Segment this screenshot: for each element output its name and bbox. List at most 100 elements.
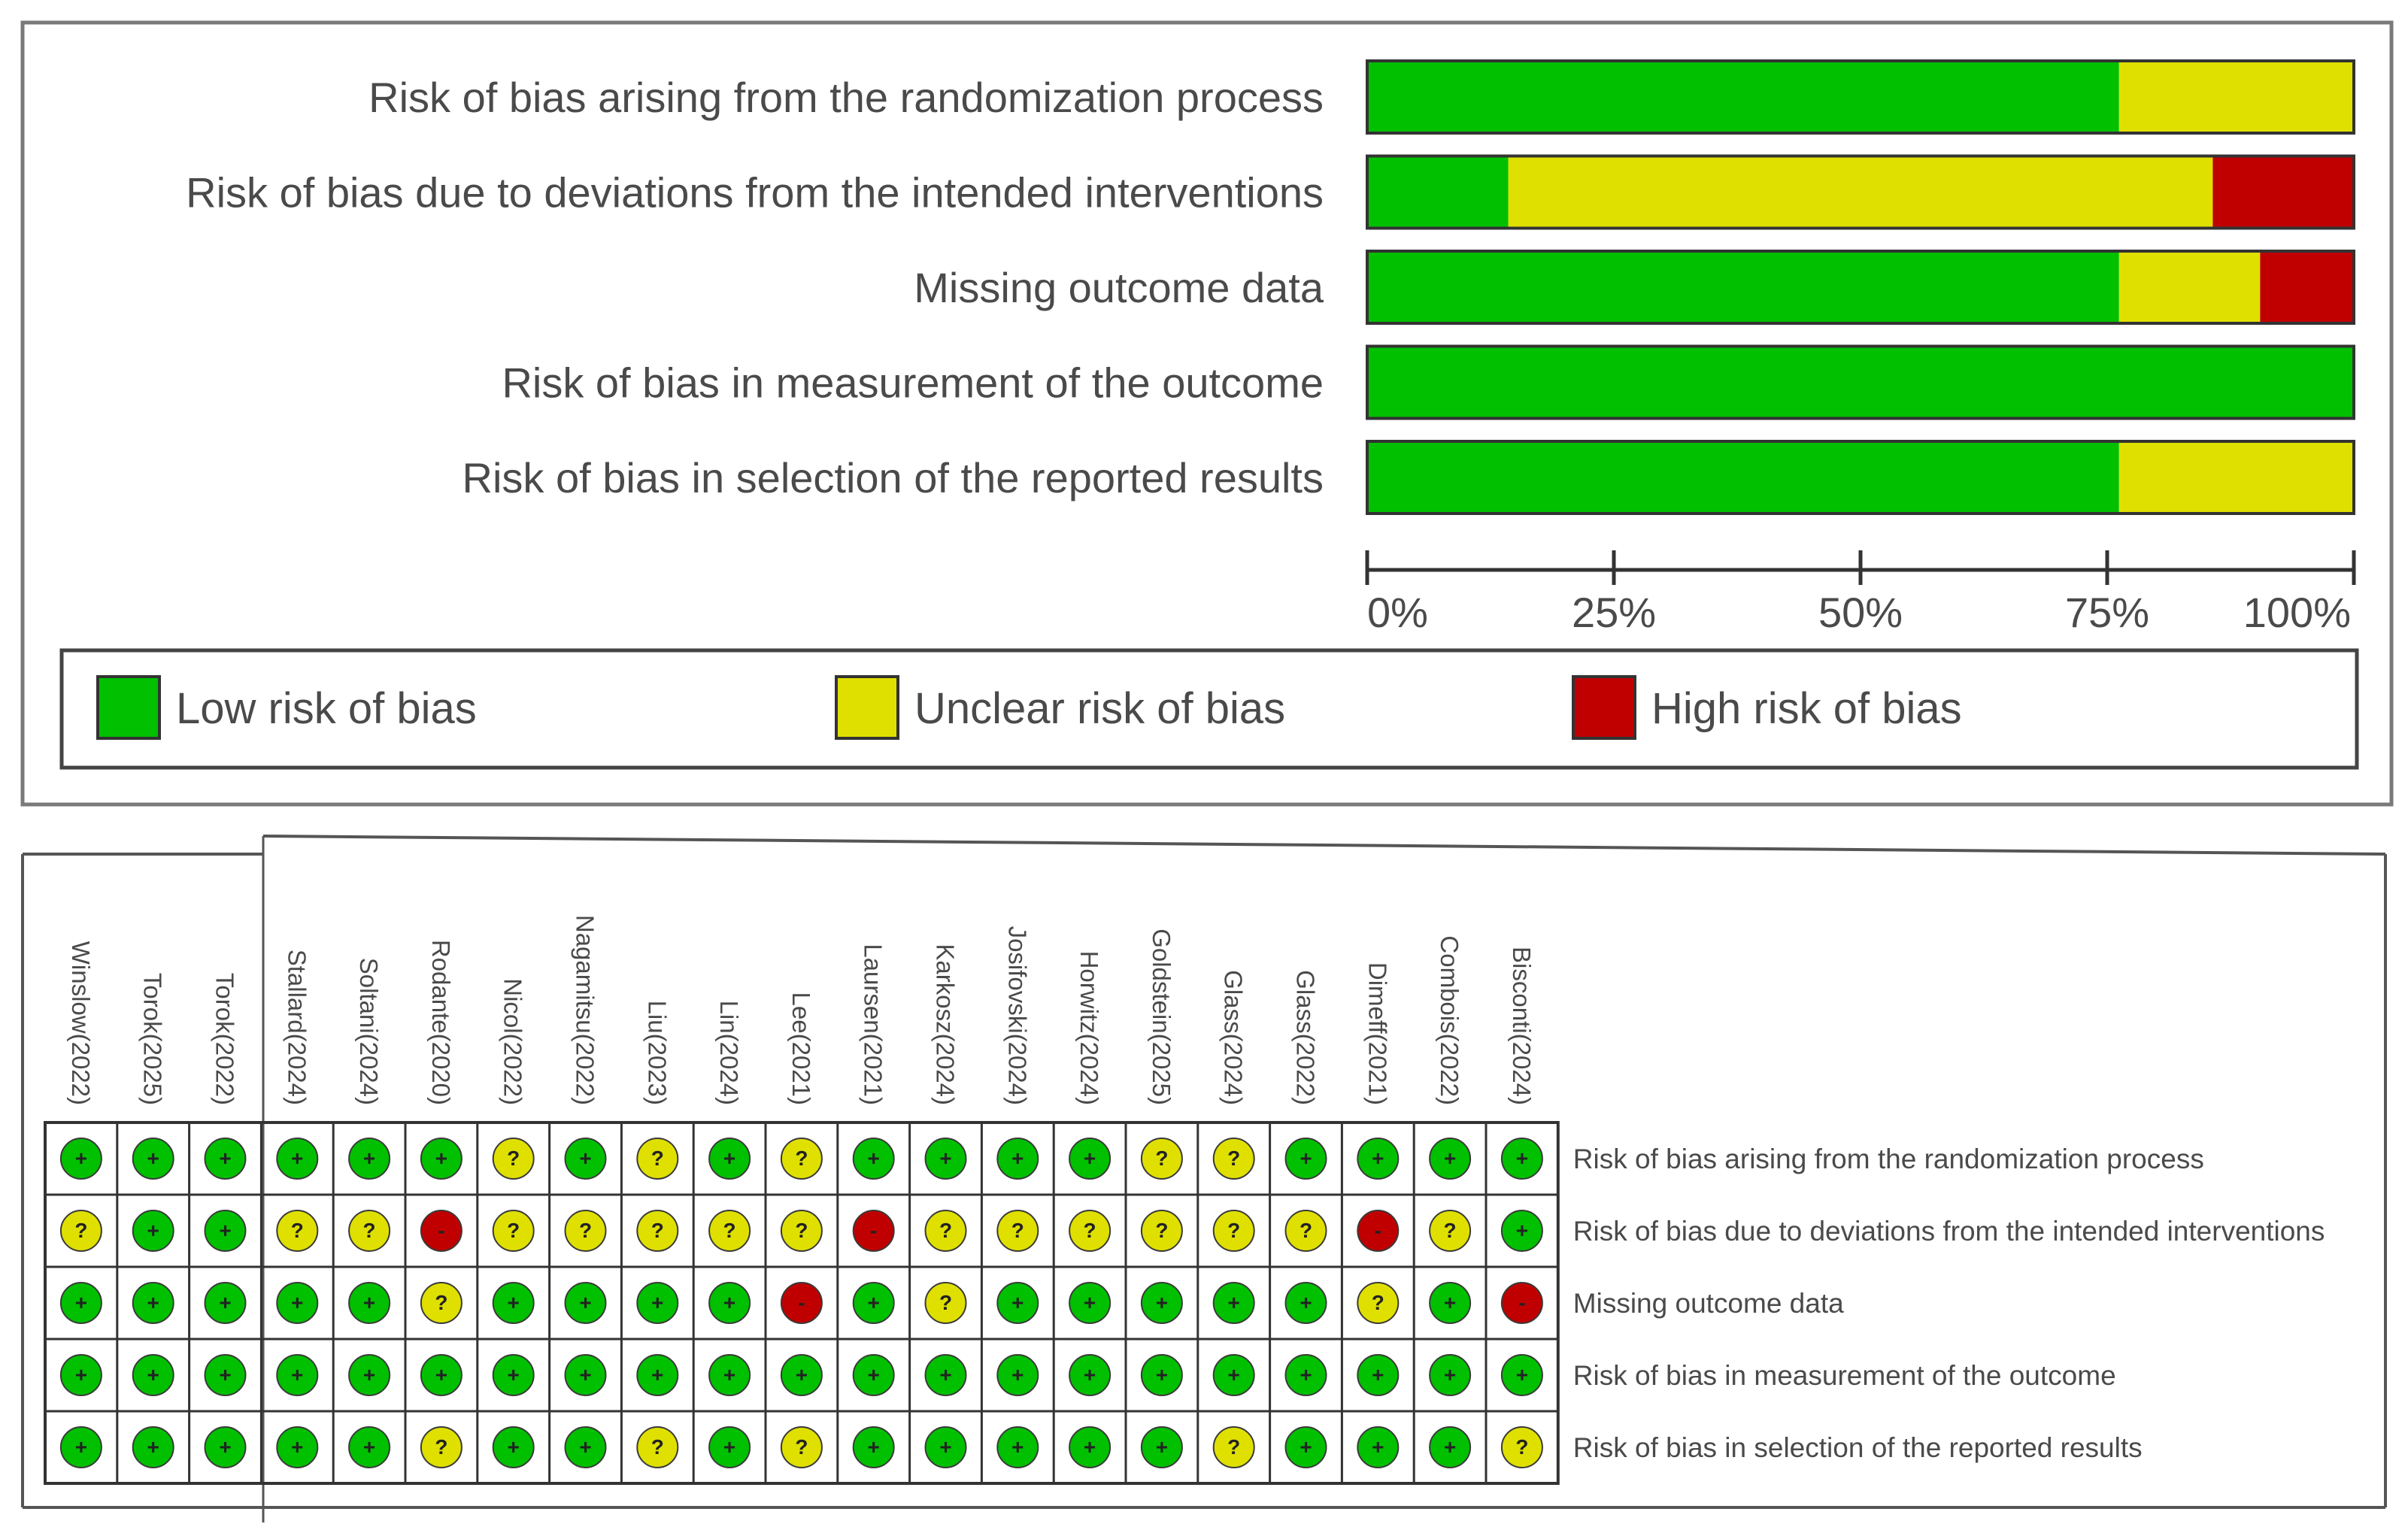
judgement-low-r3-c16 [1140,1282,1183,1324]
judgement-glyph-unclear: ? [1372,1291,1384,1314]
judgement-low-r1-c13 [924,1138,967,1180]
judgement-low-r3-c18 [1284,1282,1327,1324]
judgement-low-r3-c17 [1212,1282,1255,1324]
judgement-glyph-low: + [435,1363,447,1386]
judgement-glyph-low: + [1444,1363,1456,1386]
study-label-torok-2025: Torok(2025) [139,973,167,1105]
judgement-low-r3-c5 [348,1282,391,1324]
legend-label-low-risk-of-bias: Low risk of bias [176,684,477,733]
summary-x-axis: 0% 25% 50% 75% 100% [1365,550,2356,636]
study-label-stallard-2024: Stallard(2024) [283,950,311,1105]
judgement-glyph-low: + [796,1363,808,1386]
judgement-glyph-unclear: ? [1515,1435,1528,1459]
judgement-glyph-low: + [1011,1435,1024,1459]
legend-swatch-unclear-risk-of-bias [835,675,899,740]
judgement-glyph-low: + [1444,1291,1456,1314]
judgement-low-r5-c14 [996,1426,1039,1468]
judgement-low-r5-c7 [492,1426,535,1468]
judgement-unclear-r3-c19 [1357,1282,1400,1324]
judgement-glyph-unclear: ? [651,1147,664,1170]
judgement-low-r3-c9 [636,1282,679,1324]
study-label-soltani-2024: Soltani(2024) [355,958,383,1105]
judgement-glyph-low: + [147,1435,159,1459]
judgement-glyph-low: + [1300,1291,1312,1314]
grid-outline [44,1121,1560,1485]
bar-high-risk-of-bias-3 [2260,251,2354,323]
judgement-glyph-low: + [868,1291,880,1314]
judgement-glyph-unclear: ? [1084,1219,1096,1242]
judgement-low-r4-c11 [780,1354,823,1396]
judgement-glyph-unclear: ? [939,1291,952,1314]
judgement-low-r5-c4 [276,1426,319,1468]
judgement-glyph-unclear: ? [795,1219,808,1242]
x-tick-label-2: 50% [1818,589,1903,636]
judgement-low-r2-c2 [132,1210,174,1252]
study-label-nagamitsu-2022: Nagamitsu(2022) [572,915,599,1105]
judgement-glyph-low: + [291,1291,303,1314]
grid-panel-top-right-border [262,835,2386,856]
judgement-glyph-unclear: ? [507,1147,520,1170]
summary-domain-labels: Risk of bias arising from the randomizat… [186,74,1324,501]
judgement-unclear-r1-c7 [492,1138,535,1180]
judgement-low-r3-c7 [492,1282,535,1324]
judgement-low-r5-c20 [1429,1426,1472,1468]
judgement-glyph-low: + [1300,1147,1312,1170]
judgement-glyph-low: + [1372,1435,1384,1459]
judgement-glyph-low: + [723,1147,735,1170]
bar-low-risk-of-bias-4 [1367,346,2354,419]
judgement-glyph-low: + [868,1363,880,1386]
x-tick-label-0: 0% [1367,589,1428,636]
judgement-unclear-r2-c7 [492,1210,535,1252]
judgement-low-r1-c10 [708,1138,751,1180]
study-label-glass-2022: Glass(2022) [1292,970,1320,1105]
judgement-glyph-low: + [1156,1363,1168,1386]
judgement-low-r1-c12 [852,1138,895,1180]
judgement-glyph-low: + [1300,1435,1312,1459]
bar-low-risk-of-bias-5 [1367,441,2119,514]
study-label-bisconti-2024: Bisconti(2024) [1508,947,1536,1105]
judgement-low-r5-c8 [564,1426,607,1468]
judgement-glyph-low: + [868,1147,880,1170]
judgement-glyph-low: + [219,1291,231,1314]
judgement-low-r3-c15 [1069,1282,1112,1324]
judgement-low-r2-c3 [204,1210,247,1252]
judgement-low-r5-c2 [132,1426,174,1468]
judgement-glyph-unclear: ? [651,1219,664,1242]
domain-label-risk-of-bias-due-to-deviations-from-the-intended-interventions: Risk of bias due to deviations from the … [186,169,1324,217]
judgement-low-r5-c18 [1284,1426,1327,1468]
judgement-glyph-low: + [147,1363,159,1386]
judgement-glyph-low: + [579,1363,591,1386]
grid-cells: + + + + + +? +? +? + + + +?? + + + +? + +?? -????? -?????? -… [44,1121,1560,1485]
bar-low-risk-of-bias-3 [1367,251,2119,323]
summary-chart-panel: Risk of bias arising from the randomizat… [20,20,2394,807]
judgement-low-r4-c19 [1357,1354,1400,1396]
bar-low-risk-of-bias-2 [1367,156,1509,229]
judgement-glyph-low: + [1228,1291,1240,1314]
judgement-low-r4-c12 [852,1354,895,1396]
judgement-low-r3-c3 [204,1282,247,1324]
judgement-low-r4-c18 [1284,1354,1327,1396]
judgement-unclear-r2-c11 [780,1210,823,1252]
judgement-low-r1-c6 [420,1138,462,1180]
judgement-low-r1-c3 [204,1138,247,1180]
x-tick-label-1: 25% [1572,589,1656,636]
judgement-glyph-low: + [579,1291,591,1314]
judgement-low-r3-c1 [59,1282,102,1324]
judgement-glyph-low: + [508,1435,520,1459]
judgement-glyph-unclear: ? [1155,1147,1168,1170]
judgement-unclear-r5-c11 [780,1426,823,1468]
judgement-low-r2-c21 [1500,1210,1543,1252]
judgement-glyph-low: + [1156,1291,1168,1314]
judgement-low-r5-c13 [924,1426,967,1468]
judgement-low-r5-c12 [852,1426,895,1468]
judgement-unclear-r5-c17 [1212,1426,1255,1468]
study-label-lee-2021: Lee(2021) [787,992,815,1105]
judgement-glyph-low: + [868,1435,880,1459]
study-label-glass-2024: Glass(2024) [1220,970,1248,1105]
judgement-glyph-low: + [1444,1435,1456,1459]
judgement-glyph-low: + [363,1147,375,1170]
judgement-low-r3-c4 [276,1282,319,1324]
judgement-glyph-low: + [219,1435,231,1459]
judgement-unclear-r3-c6 [420,1282,462,1324]
